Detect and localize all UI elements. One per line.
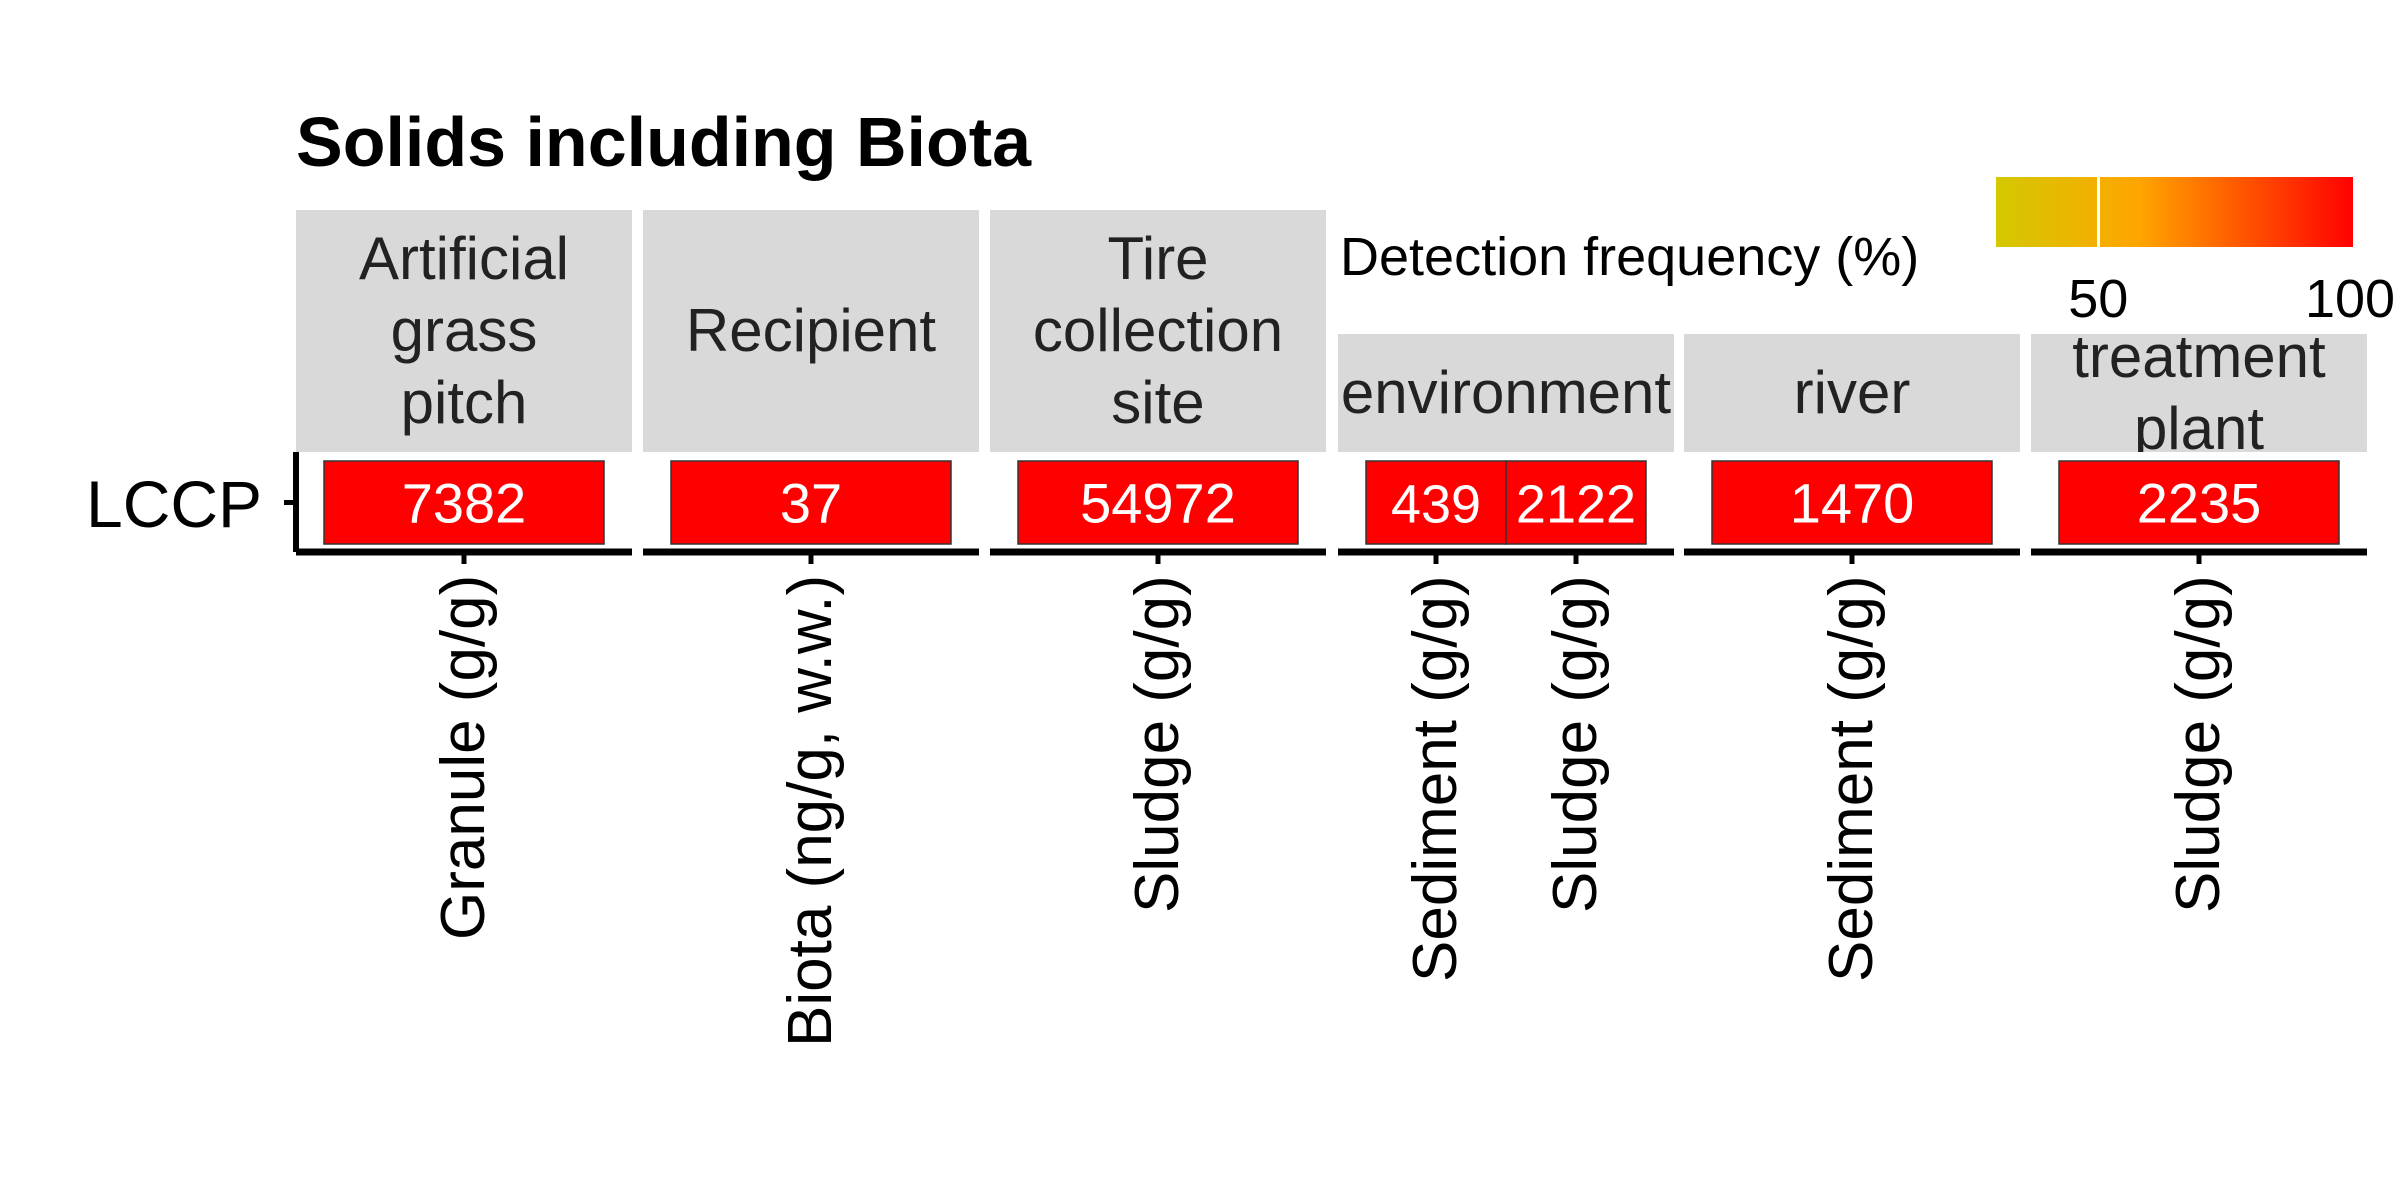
x-tick-label: Biota (ng/g, w.w.) (776, 575, 845, 1048)
x-tick-label: Sludge (g/g) (1123, 575, 1192, 913)
facet-label: river (1793, 359, 1911, 426)
facet-strip: river (1684, 334, 2020, 452)
x-tick-label: Sediment (g/g) (1401, 575, 1470, 982)
cell-value-label: 2122 (1516, 475, 1636, 535)
legend-tick-mark (2097, 177, 2101, 247)
heatmap-cell (1365, 460, 1507, 545)
facet-label: environment (1340, 359, 1672, 426)
legend-tick-mark (2353, 177, 2356, 247)
facet-strip: Artificial grass pitch (296, 210, 632, 452)
facet-label: treatment plant (2072, 334, 2326, 452)
cell-value-label: 37 (780, 472, 842, 535)
heatmap-cell (323, 460, 605, 545)
cell-value-label: 7382 (402, 472, 527, 535)
legend-tick-label: 50 (2068, 269, 2129, 329)
cell-value-label: 54972 (1080, 472, 1236, 535)
heatmap-cell (670, 460, 952, 545)
x-tick-label: Sludge (g/g) (2164, 575, 2233, 913)
chart-title: Solids including Biota (296, 103, 1031, 181)
legend-tick-label: 100 (2304, 269, 2396, 329)
x-tick-label: Sludge (g/g) (1541, 575, 1610, 913)
facet-strip: environment (1338, 334, 1674, 452)
x-tick-label: Granule (g/g) (429, 575, 498, 941)
legend-title: Detection frequency (%) (1340, 227, 1920, 287)
facet-strip: treatment plant (2031, 334, 2367, 452)
heatmap-cell (1505, 460, 1647, 545)
cell-value-label: 1470 (1790, 472, 1915, 535)
y-tick-label: LCCP (86, 467, 263, 541)
legend-colorbar (1996, 177, 2354, 247)
heatmap-cell (1711, 460, 1993, 545)
heatmap-cell (2058, 460, 2340, 545)
cell-value-label: 2235 (2137, 472, 2262, 535)
facet-strip: Tire collection site (990, 210, 1326, 452)
facet-label: Recipient (685, 297, 937, 364)
facet-label: Tire collection site (1032, 225, 1284, 436)
x-tick-label: Sediment (g/g) (1817, 575, 1886, 982)
facet-strip: Recipient (643, 210, 979, 452)
facet-label: Artificial grass pitch (358, 225, 570, 436)
heatmap-cell (1017, 460, 1299, 545)
cell-value-label: 439 (1391, 475, 1481, 535)
